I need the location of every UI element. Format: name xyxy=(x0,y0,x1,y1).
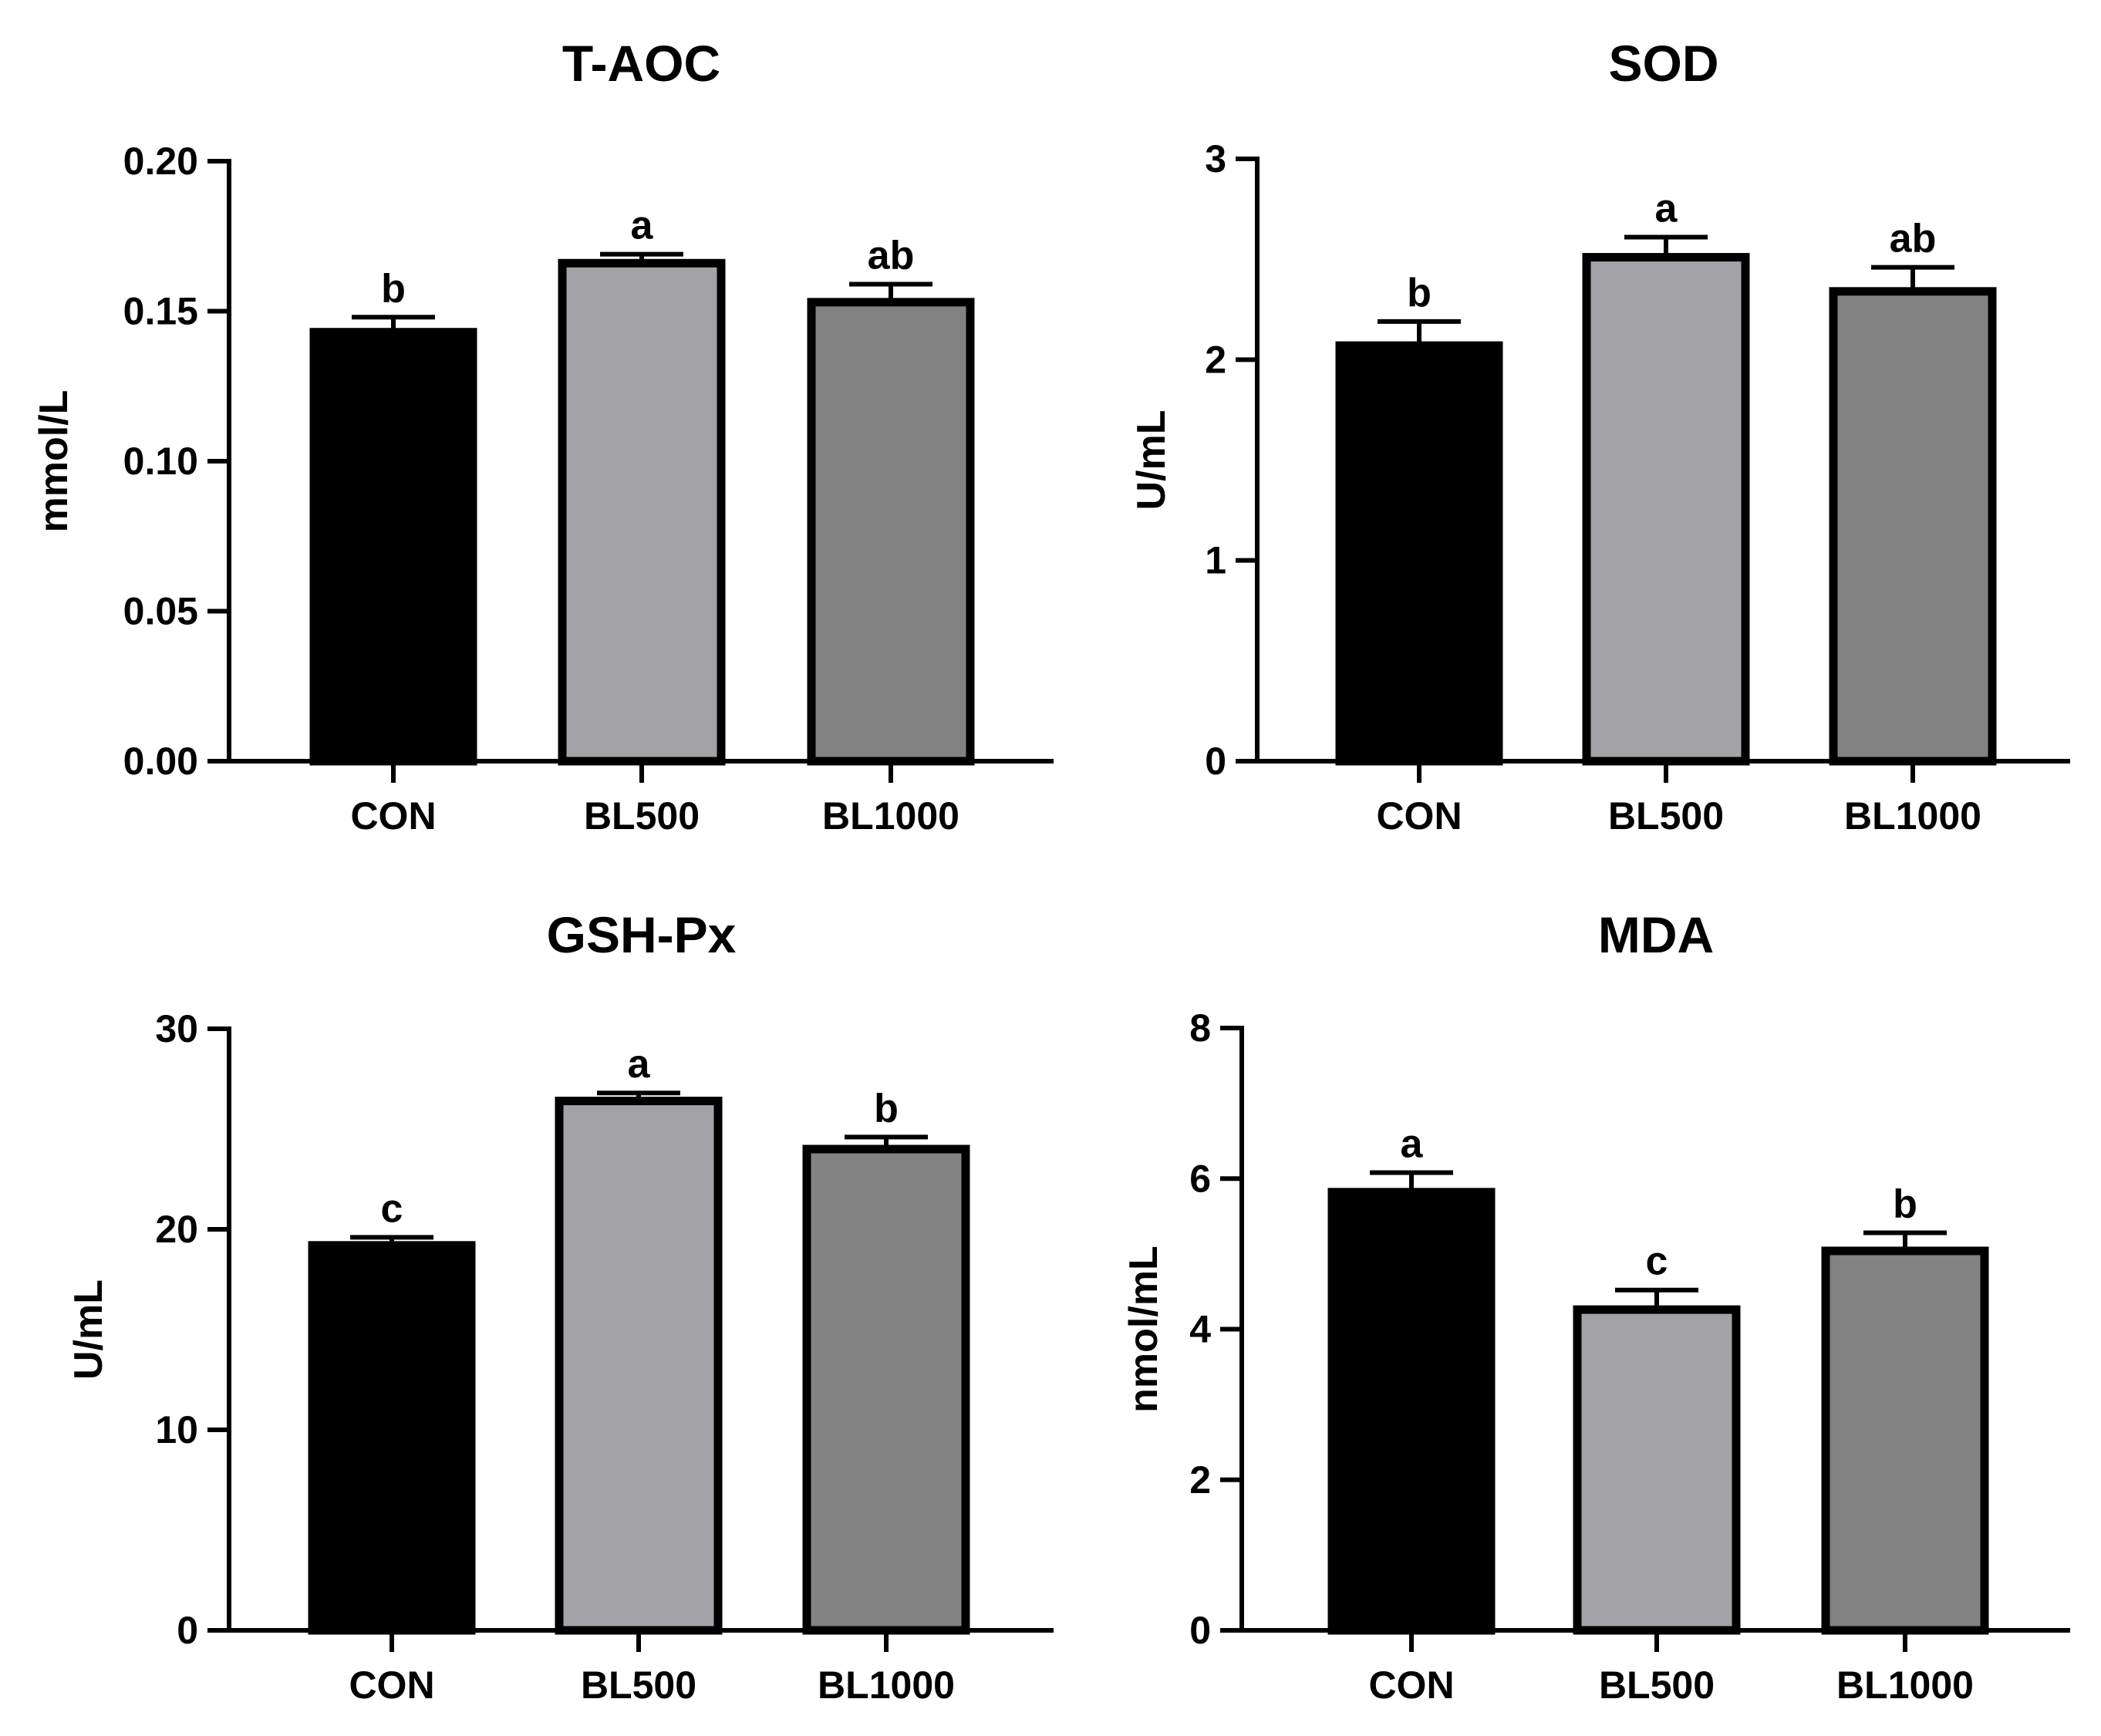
y-tick-label: 3 xyxy=(1205,137,1226,180)
y-tick-label: 8 xyxy=(1189,1006,1211,1050)
x-tick-label-bl500: BL500 xyxy=(581,1664,696,1707)
bar-bl1000 xyxy=(807,298,975,766)
y-tick-label: 0.15 xyxy=(123,290,198,333)
significance-label-con: b xyxy=(1407,271,1432,315)
y-tick-label: 0.10 xyxy=(123,440,198,483)
x-tick-label-con: CON xyxy=(349,1664,434,1707)
y-tick-label: 0 xyxy=(1189,1609,1211,1652)
chart-t-aoc: T-AOC mmol/L b a ab 0.00 0.05 0.10 0.15 0.20 CON BL… xyxy=(32,35,1054,838)
y-axis-title: mmol/L xyxy=(32,390,76,533)
y-tick-label: 30 xyxy=(155,1007,198,1050)
significance-label-con: c xyxy=(381,1186,403,1231)
chart-sod: SOD U/mL b a ab 0 1 2 3 CON BL500 BL1000 xyxy=(1129,35,2070,838)
significance-label-bl500: a xyxy=(1655,187,1678,231)
bar-con xyxy=(309,328,477,766)
y-tick-label: 2 xyxy=(1189,1458,1211,1502)
x-tick-label-bl500: BL500 xyxy=(1608,794,1724,838)
y-tick-label: 2 xyxy=(1205,338,1226,381)
y-axis-title: U/mL xyxy=(1129,410,1174,511)
x-tick-label-con: CON xyxy=(1376,794,1462,838)
significance-label-bl1000: ab xyxy=(1890,217,1937,261)
y-axis-title: nmol/mL xyxy=(1121,1246,1166,1413)
significance-label-bl1000: b xyxy=(874,1086,899,1131)
y-tick-label: 0 xyxy=(1205,740,1226,783)
x-tick-label-bl500: BL500 xyxy=(584,794,700,838)
bar-bl500 xyxy=(558,258,726,766)
bar-bl1000 xyxy=(802,1144,970,1635)
y-tick-label: 0.20 xyxy=(123,140,198,183)
chart-title: MDA xyxy=(1598,906,1714,963)
chart-mda: MDA nmol/mL a c b 0 2 4 6 8 CON BL500 BL1000 xyxy=(1121,906,2070,1707)
x-tick-label-con: CON xyxy=(1368,1664,1454,1707)
y-tick-label: 20 xyxy=(155,1208,198,1251)
x-tick-label-bl1000: BL1000 xyxy=(818,1664,955,1707)
significance-label-bl500: c xyxy=(1646,1239,1668,1284)
chart-title: GSH-Px xyxy=(547,906,737,963)
bar-bl500 xyxy=(555,1097,723,1635)
bar-con xyxy=(308,1241,476,1635)
bar-bl1000 xyxy=(1821,1246,1989,1635)
x-tick-label-bl500: BL500 xyxy=(1599,1664,1715,1707)
bar-con xyxy=(1335,341,1503,766)
bar-bl500 xyxy=(1582,253,1750,766)
y-tick-label: 0.05 xyxy=(123,590,198,633)
y-tick-label: 6 xyxy=(1189,1157,1211,1200)
y-tick-label: 10 xyxy=(155,1408,198,1451)
x-tick-label-bl1000: BL1000 xyxy=(1844,794,1981,838)
bar-bl500 xyxy=(1573,1305,1741,1635)
y-tick-label: 0 xyxy=(177,1609,198,1652)
significance-label-bl1000: b xyxy=(1893,1182,1917,1227)
x-tick-label-bl1000: BL1000 xyxy=(822,794,959,838)
bar-con xyxy=(1327,1188,1496,1635)
significance-label-bl1000: ab xyxy=(868,233,915,278)
significance-label-bl500: a xyxy=(631,204,654,248)
chart-title: T-AOC xyxy=(562,35,720,92)
bar-bl1000 xyxy=(1829,287,1997,766)
y-axis-title: U/mL xyxy=(66,1279,111,1380)
chart-title: SOD xyxy=(1608,35,1718,92)
significance-label-con: a xyxy=(1401,1121,1424,1166)
significance-label-con: b xyxy=(381,266,406,311)
y-tick-label: 0.00 xyxy=(123,740,198,783)
significance-label-bl500: a xyxy=(628,1042,651,1087)
y-tick-label: 1 xyxy=(1205,539,1226,582)
x-tick-label-bl1000: BL1000 xyxy=(1836,1664,1974,1707)
chart-gsh-px: GSH-Px U/mL c a b 0 10 20 30 CON BL500 BL1000 xyxy=(66,906,1054,1707)
x-tick-label-con: CON xyxy=(350,794,436,838)
y-tick-label: 4 xyxy=(1189,1308,1211,1351)
